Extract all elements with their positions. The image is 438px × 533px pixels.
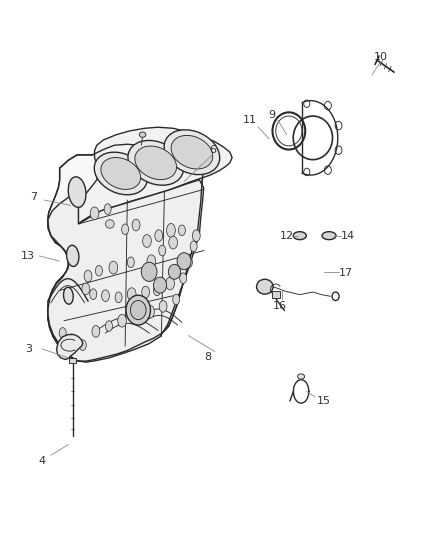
Ellipse shape <box>94 152 147 195</box>
Ellipse shape <box>102 290 110 302</box>
Ellipse shape <box>106 321 113 332</box>
Ellipse shape <box>139 132 146 138</box>
Ellipse shape <box>132 219 140 231</box>
Ellipse shape <box>115 292 122 303</box>
Ellipse shape <box>127 288 136 301</box>
Ellipse shape <box>164 130 220 175</box>
Ellipse shape <box>118 314 127 327</box>
Text: 12: 12 <box>279 231 294 241</box>
Ellipse shape <box>127 257 134 268</box>
Ellipse shape <box>84 270 92 282</box>
Text: 15: 15 <box>317 396 331 406</box>
Ellipse shape <box>159 245 166 256</box>
Text: 4: 4 <box>39 456 46 465</box>
Ellipse shape <box>64 287 73 304</box>
Circle shape <box>177 253 191 270</box>
Polygon shape <box>57 335 83 360</box>
Text: 7: 7 <box>30 192 37 203</box>
Polygon shape <box>48 144 204 361</box>
Ellipse shape <box>92 326 100 337</box>
Ellipse shape <box>95 265 102 276</box>
Ellipse shape <box>104 204 111 214</box>
Ellipse shape <box>293 232 306 240</box>
Circle shape <box>141 262 157 281</box>
Polygon shape <box>78 127 232 224</box>
Ellipse shape <box>59 328 66 338</box>
Ellipse shape <box>135 146 177 180</box>
Ellipse shape <box>90 207 99 220</box>
Ellipse shape <box>166 223 175 237</box>
Text: 9: 9 <box>268 110 275 120</box>
Text: 11: 11 <box>243 115 257 125</box>
Ellipse shape <box>173 294 180 305</box>
Ellipse shape <box>101 157 141 189</box>
Ellipse shape <box>190 241 197 252</box>
Ellipse shape <box>169 236 177 249</box>
Ellipse shape <box>180 273 187 284</box>
Text: 6: 6 <box>209 144 216 155</box>
Ellipse shape <box>192 230 200 241</box>
Ellipse shape <box>257 279 273 294</box>
Ellipse shape <box>159 301 167 312</box>
Ellipse shape <box>106 220 114 228</box>
Ellipse shape <box>184 256 192 268</box>
Ellipse shape <box>82 283 90 295</box>
Text: 16: 16 <box>273 301 287 311</box>
Ellipse shape <box>153 285 160 296</box>
Text: 14: 14 <box>341 231 355 241</box>
Text: 3: 3 <box>25 344 32 354</box>
FancyBboxPatch shape <box>272 292 280 298</box>
Text: 17: 17 <box>339 268 353 278</box>
Ellipse shape <box>142 286 150 298</box>
Ellipse shape <box>143 235 151 247</box>
Ellipse shape <box>155 230 162 241</box>
Ellipse shape <box>322 232 336 240</box>
Text: 13: 13 <box>21 251 35 261</box>
Ellipse shape <box>147 255 155 268</box>
Ellipse shape <box>128 140 184 185</box>
Ellipse shape <box>67 334 75 346</box>
Circle shape <box>168 264 180 279</box>
Polygon shape <box>48 180 204 362</box>
Ellipse shape <box>79 340 86 351</box>
Ellipse shape <box>146 305 154 318</box>
Ellipse shape <box>133 312 140 322</box>
Ellipse shape <box>297 374 304 379</box>
Ellipse shape <box>90 289 97 300</box>
Ellipse shape <box>68 177 86 207</box>
Ellipse shape <box>67 245 79 266</box>
Circle shape <box>131 301 146 320</box>
Ellipse shape <box>166 277 174 290</box>
Circle shape <box>126 295 150 325</box>
FancyBboxPatch shape <box>69 358 76 364</box>
Ellipse shape <box>109 261 118 274</box>
Circle shape <box>153 277 166 293</box>
Ellipse shape <box>122 224 129 235</box>
Text: 10: 10 <box>374 52 388 61</box>
Text: 8: 8 <box>205 352 212 362</box>
Ellipse shape <box>171 135 213 169</box>
Ellipse shape <box>178 225 185 236</box>
